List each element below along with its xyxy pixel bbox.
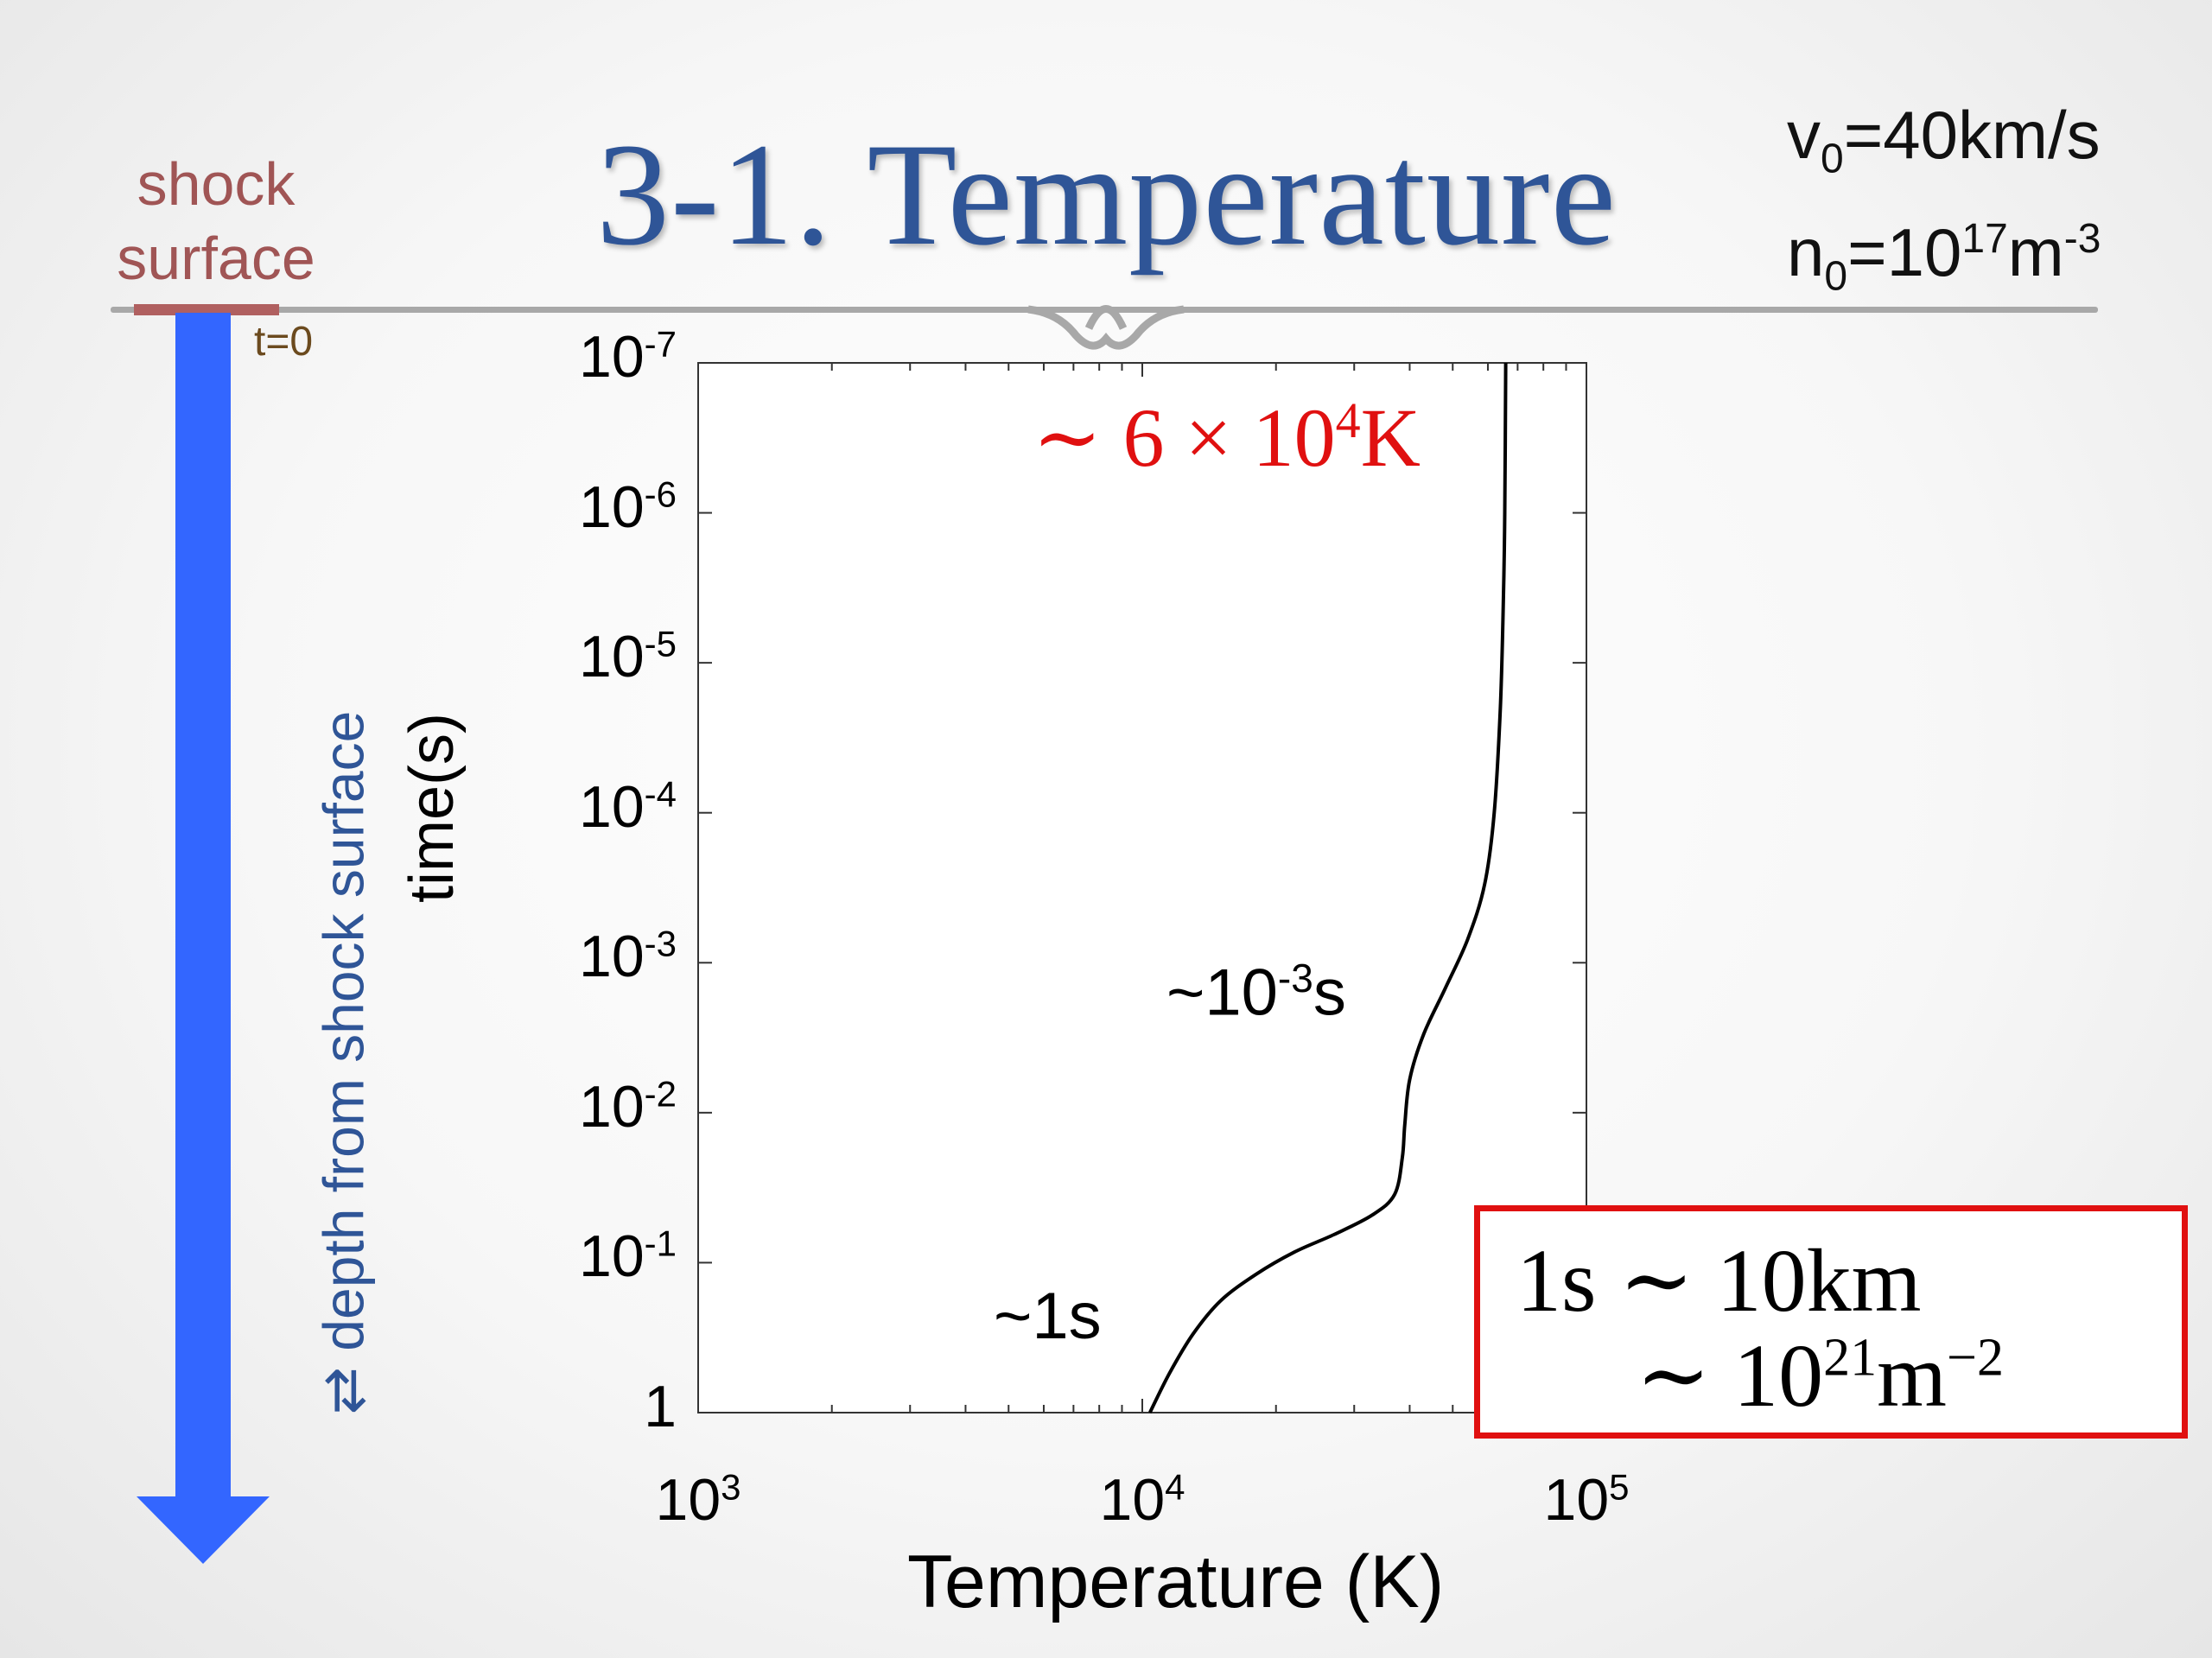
shock-surface-marker [134,304,279,315]
depth-arrow-icon [137,313,270,1564]
y-tick-label: 10-4 [579,773,677,840]
y-tick-label: 10-6 [579,473,677,540]
y-tick-label: 10-1 [579,1223,677,1290]
divider-ornament-icon [1027,305,1185,350]
y-tick-label: 10-2 [579,1073,677,1140]
velocity-param: v0=40km/s [1787,97,2101,182]
density-param: n0=1017m-3 [1787,213,2101,300]
annotation-1s: ~1s [994,1280,1102,1353]
conversion-box: 1s ∼ 10km ∼ 1021m−2 [1474,1205,2188,1439]
annotation-1e-3s: ~10-3s [1166,956,1346,1030]
y-tick-label: 10-7 [579,323,677,390]
x-axis-label: Temperature (K) [907,1540,1445,1623]
conversion-line-1: 1s ∼ 10km [1516,1231,1922,1331]
plot-frame [697,362,1587,1413]
page-title: 3-1. Temperature [596,113,1618,276]
x-tick-label: 103 [655,1466,741,1533]
y-tick-label: 10-5 [579,623,677,690]
y-tick-label: 10-3 [579,923,677,990]
shock-surface-label: shock surface [117,150,315,292]
t0-label: t=0 [254,319,314,365]
x-tick-label: 104 [1099,1466,1185,1533]
x-tick-label: 105 [1543,1466,1630,1533]
y-tick-label: 1 [644,1374,677,1439]
conversion-line-2: ∼ 1021m−2 [1636,1326,2005,1426]
parameters-block: v0=40km/s n0=1017m-3 [1787,95,2101,316]
temperature-curve [1148,362,1508,1413]
peak-temperature-annotation: ∼ 6 × 104K [1033,391,1421,484]
